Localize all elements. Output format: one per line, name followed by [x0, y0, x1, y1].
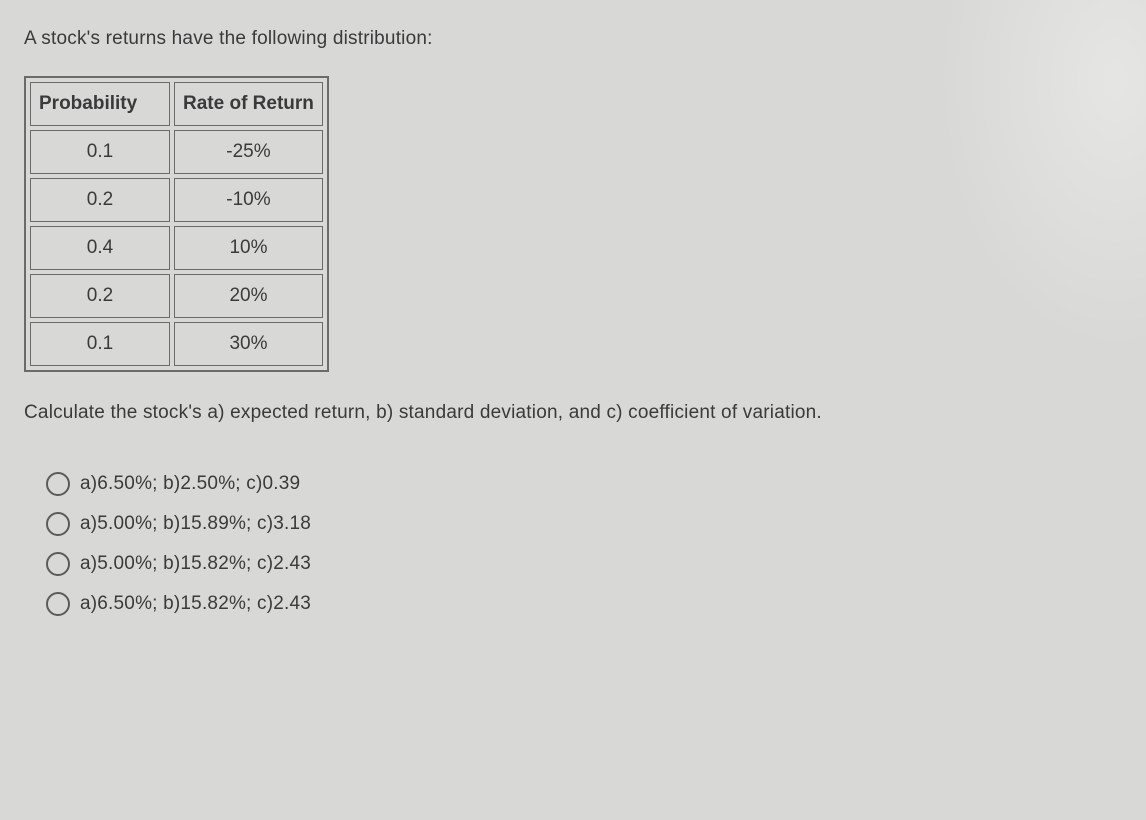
option-label: a)6.50%; b)15.82%; c)2.43 [80, 593, 311, 615]
table-header-row: Probability Rate of Return [30, 82, 323, 126]
cell-rate: -25% [174, 130, 323, 174]
cell-prob: 0.2 [30, 274, 170, 318]
radio-icon[interactable] [46, 592, 70, 616]
option-3[interactable]: a)5.00%; b)15.82%; c)2.43 [46, 552, 1122, 576]
question-calc: Calculate the stock's a) expected return… [24, 398, 1122, 428]
cell-prob: 0.1 [30, 130, 170, 174]
cell-rate: 10% [174, 226, 323, 270]
distribution-table: Probability Rate of Return 0.1 -25% 0.2 … [24, 76, 329, 372]
option-label: a)6.50%; b)2.50%; c)0.39 [80, 473, 300, 495]
radio-icon[interactable] [46, 552, 70, 576]
col-header-probability: Probability [30, 82, 170, 126]
cell-rate: 30% [174, 322, 323, 366]
cell-rate: 20% [174, 274, 323, 318]
cell-prob: 0.1 [30, 322, 170, 366]
cell-rate: -10% [174, 178, 323, 222]
radio-icon[interactable] [46, 472, 70, 496]
table-row: 0.2 -10% [30, 178, 323, 222]
cell-prob: 0.2 [30, 178, 170, 222]
cell-prob: 0.4 [30, 226, 170, 270]
table-row: 0.4 10% [30, 226, 323, 270]
option-4[interactable]: a)6.50%; b)15.82%; c)2.43 [46, 592, 1122, 616]
answer-options: a)6.50%; b)2.50%; c)0.39 a)5.00%; b)15.8… [24, 472, 1122, 616]
option-1[interactable]: a)6.50%; b)2.50%; c)0.39 [46, 472, 1122, 496]
table-row: 0.2 20% [30, 274, 323, 318]
radio-icon[interactable] [46, 512, 70, 536]
option-2[interactable]: a)5.00%; b)15.89%; c)3.18 [46, 512, 1122, 536]
question-intro: A stock's returns have the following dis… [24, 28, 1122, 50]
table-row: 0.1 30% [30, 322, 323, 366]
col-header-rate: Rate of Return [174, 82, 323, 126]
table-row: 0.1 -25% [30, 130, 323, 174]
photo-light-spot [906, 0, 1146, 400]
option-label: a)5.00%; b)15.89%; c)3.18 [80, 513, 311, 535]
option-label: a)5.00%; b)15.82%; c)2.43 [80, 553, 311, 575]
